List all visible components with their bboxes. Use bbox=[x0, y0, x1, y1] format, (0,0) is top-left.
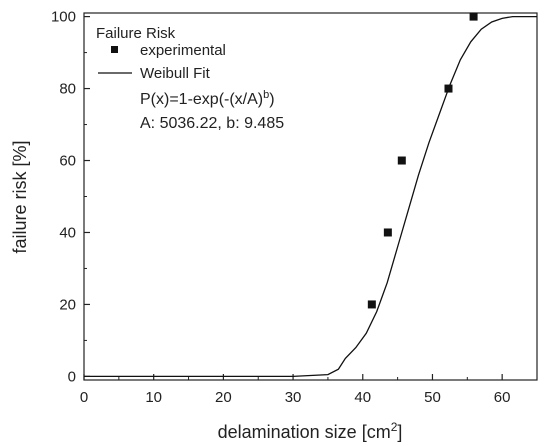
y-axis-label: failure risk [%] bbox=[10, 140, 30, 253]
data-point-experimental bbox=[444, 84, 453, 93]
y-tick-label: 60 bbox=[59, 153, 76, 170]
x-tick-label: 0 bbox=[80, 389, 88, 406]
x-axis: 0 10 20 30 40 50 60 bbox=[80, 374, 511, 406]
weibull-fit-line bbox=[84, 15, 537, 378]
plot-area bbox=[83, 12, 538, 381]
legend: Failure Risk experimental Weibull Fit P(… bbox=[96, 25, 284, 132]
y-tick-label: 100 bbox=[51, 9, 76, 26]
data-point-experimental bbox=[397, 156, 406, 165]
x-tick-label: 50 bbox=[424, 389, 441, 406]
formula-exponent: b bbox=[263, 89, 269, 101]
y-tick-label: 40 bbox=[59, 224, 76, 241]
x-label-superscript: 2 bbox=[391, 420, 398, 434]
x-axis-label: delamination size [cm2] bbox=[218, 420, 403, 442]
legend-label-weibull: Weibull Fit bbox=[140, 65, 211, 82]
x-tick-label: 20 bbox=[215, 389, 232, 406]
data-point-experimental bbox=[469, 12, 478, 21]
y-axis: 0 20 40 60 80 100 bbox=[51, 9, 90, 385]
y-tick-label: 0 bbox=[68, 368, 76, 385]
x-tick-label: 40 bbox=[354, 389, 371, 406]
x-tick-label: 10 bbox=[145, 389, 162, 406]
y-tick-label: 20 bbox=[59, 296, 76, 313]
legend-formula: P(x)=1-exp(-(x/A)b) bbox=[140, 89, 275, 108]
legend-marker-experimental bbox=[111, 46, 118, 53]
data-point-experimental bbox=[383, 228, 392, 237]
legend-title: Failure Risk bbox=[96, 25, 176, 42]
x-tick-label: 30 bbox=[285, 389, 302, 406]
data-point-experimental bbox=[367, 300, 376, 309]
x-tick-label: 60 bbox=[494, 389, 511, 406]
legend-params: A: 5036.22, b: 9.485 bbox=[140, 115, 284, 132]
y-tick-label: 80 bbox=[59, 81, 76, 98]
experimental-points bbox=[367, 12, 478, 309]
legend-label-experimental: experimental bbox=[140, 42, 226, 59]
